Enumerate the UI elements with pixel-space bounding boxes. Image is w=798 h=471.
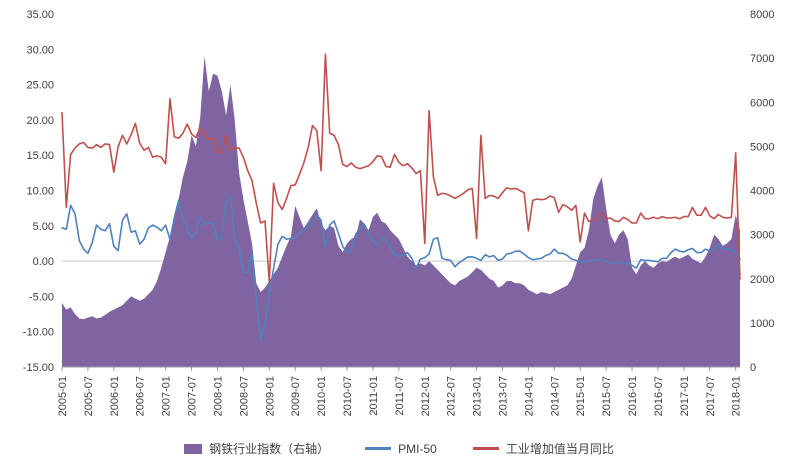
left-axis-tick-label: -15.00 [23,362,54,374]
right-axis-tick-label: 4000 [750,186,774,198]
right-axis-tick-label: 1000 [750,318,774,330]
left-axis-tick-label: 30.00 [26,44,54,56]
x-axis-tick-label: 2014-07 [549,376,561,416]
left-axis-tick-label: 15.00 [26,150,54,162]
right-axis-tick-label: 5000 [750,141,774,153]
x-axis-tick-label: 2017-07 [705,376,717,416]
right-axis-tick-label: 2000 [750,274,774,286]
x-axis-tick-label: 2016-01 [627,376,639,416]
x-axis-tick-label: 2007-01 [161,376,173,416]
x-axis-tick-label: 2010-07 [342,376,354,416]
x-axis-tick-label: 2012-01 [420,376,432,416]
x-axis-tick-label: 2013-01 [472,376,484,416]
x-axis-tick-label: 2009-07 [290,376,302,416]
right-axis-tick-label: 0 [750,362,756,374]
left-axis-tick-label: -5.00 [29,291,54,303]
x-axis-tick-label: 2005-01 [57,376,69,416]
legend-area-swatch [184,443,203,454]
legend-item-0: 钢铁行业指数（右轴） [184,440,329,457]
right-axis-tick-label: 7000 [750,53,774,65]
left-axis-tick-label: -10.00 [23,327,54,339]
left-axis-tick-label: 5.00 [33,221,54,233]
x-axis-tick-label: 2009-01 [264,376,276,416]
legend-item-1: PMI-50 [365,442,437,456]
x-axis-tick-label: 2006-07 [135,376,147,416]
x-axis-tick-label: 2012-07 [446,376,458,416]
legend-label: 钢铁行业指数（右轴） [209,442,330,456]
x-axis-tick-label: 2007-07 [187,376,199,416]
x-axis-tick-label: 2014-01 [523,376,535,416]
legend-line-swatch [472,447,499,450]
left-axis-tick-label: 25.00 [26,80,54,92]
series-line-2 [61,53,741,283]
x-axis-tick-label: 2011-07 [394,376,406,416]
left-axis-tick-label: 35.00 [26,9,54,21]
x-axis-tick-label: 2005-07 [83,376,95,416]
legend-item-2: 工业增加值当月同比 [472,440,614,457]
series-line-1 [61,195,741,342]
x-axis-tick-label: 2013-07 [497,376,509,416]
x-axis-tick-label: 2006-01 [109,376,121,416]
x-axis-tick-label: 2008-07 [238,376,250,416]
right-axis-tick-label: 3000 [750,230,774,242]
legend-line-swatch [365,447,392,450]
x-axis-tick-label: 2008-01 [212,376,224,416]
x-axis-tick-label: 2011-01 [368,376,380,416]
x-axis-tick-label: 2017-01 [679,376,691,416]
left-axis-tick-label: 0.00 [33,256,54,268]
x-axis-tick-label: 2010-01 [316,376,328,416]
x-axis-tick-label: 2015-07 [601,376,613,416]
legend-label: 工业增加值当月同比 [505,442,614,456]
x-axis-tick-label: 2016-07 [653,376,665,416]
x-axis-tick-label: 2015-01 [575,376,587,416]
series-area-0 [62,55,740,368]
right-axis-tick-label: 6000 [750,97,774,109]
left-axis-tick-label: 10.00 [26,186,54,198]
right-axis-tick-label: 8000 [750,9,774,21]
chart-legend: 钢铁行业指数（右轴） PMI-50 工业增加值当月同比 [0,440,798,457]
x-axis-tick-label: 2018-01 [731,376,743,416]
legend-label: PMI-50 [398,441,437,456]
left-axis-tick-label: 20.00 [26,115,54,127]
